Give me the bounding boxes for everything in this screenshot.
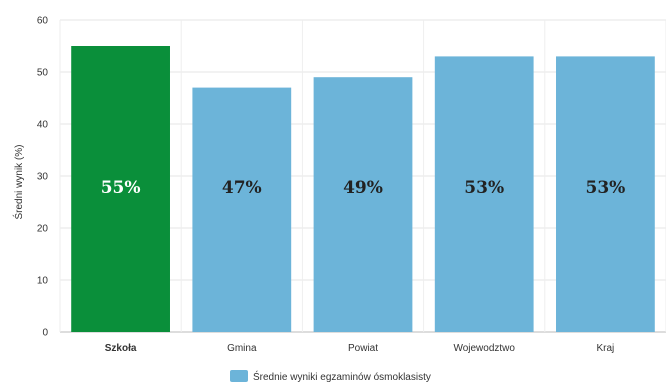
bar-5[interactable]: [556, 56, 655, 333]
bars: [71, 46, 655, 333]
legend[interactable]: Średnie wyniki egzaminów ósmoklasisty: [230, 370, 431, 383]
x-tick-label: Szkoła: [105, 343, 137, 354]
x-tick-label: Gmina: [227, 343, 257, 354]
y-tick-label: 50: [37, 68, 49, 79]
y-axis-ticks: 0 10 20 30 40 50 60: [37, 16, 49, 339]
y-tick-label: 0: [42, 328, 48, 339]
data-label: 55%: [101, 178, 141, 198]
y-axis-title: Średni wynik (%): [12, 144, 25, 219]
y-tick-label: 20: [37, 224, 49, 235]
data-label: 53%: [464, 178, 504, 198]
y-tick-label: 30: [37, 172, 49, 183]
bar-2[interactable]: [192, 87, 292, 332]
legend-swatch: [230, 370, 248, 382]
x-tick-label: Kraj: [597, 343, 615, 354]
bar-4[interactable]: [434, 56, 534, 333]
x-axis-labels: Szkoła Gmina Powiat Wojewodztwo Kraj: [105, 343, 615, 354]
bar-3[interactable]: [313, 77, 413, 332]
y-tick-label: 10: [37, 276, 49, 287]
data-label: 49%: [343, 178, 383, 198]
data-label: 53%: [585, 178, 625, 198]
legend-label: Średnie wyniki egzaminów ósmoklasisty: [253, 370, 431, 383]
y-tick-label: 60: [37, 16, 49, 27]
y-tick-label: 40: [37, 120, 49, 131]
data-label: 47%: [222, 178, 262, 198]
bar-1[interactable]: [71, 46, 170, 332]
x-tick-label: Wojewodztwo: [453, 343, 515, 354]
data-labels: 55% 47% 49% 53% 53%: [101, 178, 626, 198]
x-tick-label: Powiat: [348, 343, 378, 354]
